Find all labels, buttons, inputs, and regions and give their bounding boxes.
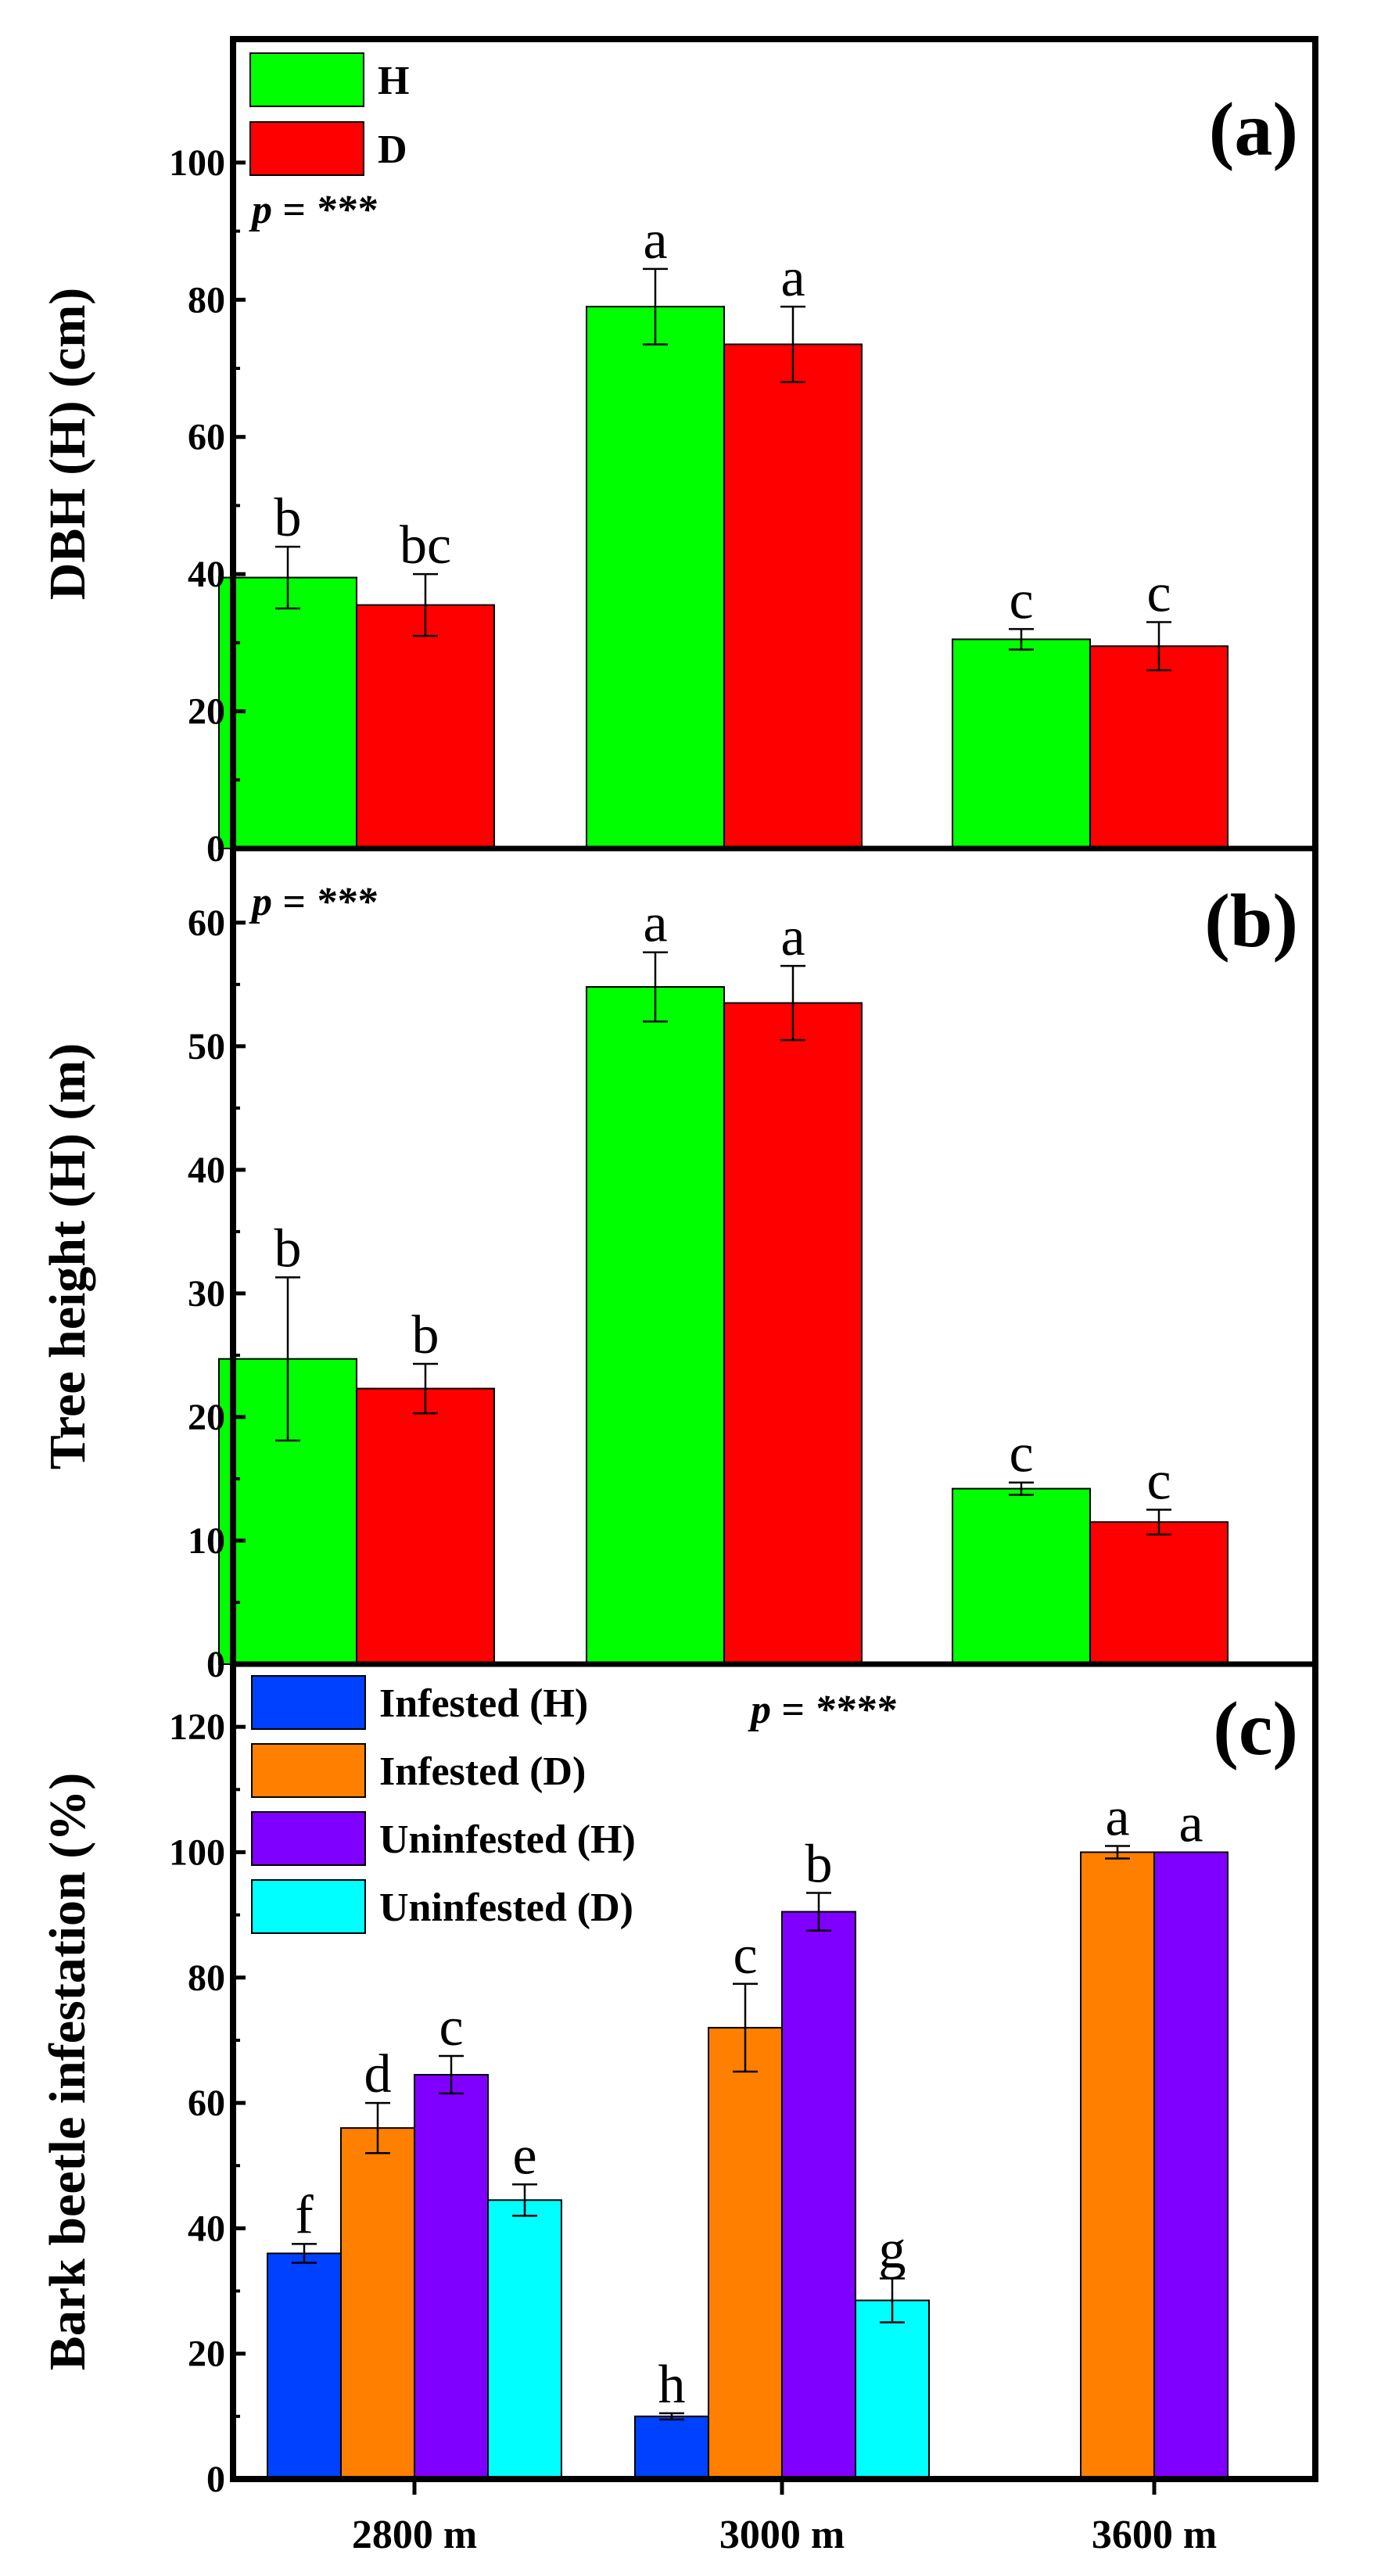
bar-d-0 [356, 604, 495, 849]
y-axis-label: Tree height (H) (m) [39, 1043, 96, 1470]
bar-infested-d-2 [1080, 1851, 1155, 2480]
plot-frame [230, 36, 1318, 2482]
y-tick-label: 40 [188, 2208, 225, 2249]
y-tick-label: 40 [188, 1150, 225, 1191]
bar-infested-h-0 [267, 2252, 342, 2480]
p-value-annotation: p = *** [249, 880, 378, 924]
y-tick-label: 10 [188, 1520, 225, 1562]
legend-label: Uninfested (D) [379, 1885, 633, 1930]
significance-letter: c [1009, 1424, 1033, 1484]
significance-letter: g [879, 2220, 906, 2280]
significance-letter: a [1178, 1793, 1203, 1853]
y-axis-label: DBH (H) (cm) [39, 288, 96, 601]
p-value-annotation: p = **** [748, 1688, 897, 1732]
bar-h-2 [952, 638, 1091, 849]
y-tick-label: 60 [188, 902, 225, 944]
panel-a: b a c bc a c 0 20 40 60 80 100 DBH (H) (cm) p = *** (a… [39, 52, 1298, 870]
panel-label: (b) [1204, 879, 1298, 963]
bar-uninfested-h-2 [1153, 1851, 1229, 2480]
y-tick-label: 30 [188, 1273, 225, 1315]
bar-d-2 [1089, 645, 1229, 849]
legend-swatch [249, 121, 364, 176]
panel-b: b a c b a c 0 10 20 30 40 50 60 Tree height (H) (m) p … [39, 879, 1298, 1685]
y-tick-label: 0 [206, 2459, 225, 2500]
p-value-annotation: p = *** [249, 188, 378, 232]
bar-h-1 [586, 306, 725, 849]
significance-letter: a [643, 894, 667, 954]
y-tick-label: 20 [188, 691, 225, 733]
y-tick-label: 80 [188, 1957, 225, 1999]
significance-letter: c [733, 1925, 757, 1986]
y-tick-label: 100 [169, 142, 225, 184]
panel-label: (a) [1209, 88, 1298, 172]
significance-letter: a [780, 907, 805, 967]
x-tick-label: 2800 m [352, 2513, 477, 2557]
bar-d-0 [356, 1387, 495, 1665]
significance-letter: b [274, 1218, 302, 1279]
y-tick-label: 120 [169, 1706, 225, 1748]
significance-letter: c [1009, 570, 1033, 630]
legend-swatch [251, 1811, 366, 1866]
significance-letter: h [658, 2355, 686, 2415]
significance-letter: c [1146, 564, 1171, 624]
bar-d-1 [723, 343, 863, 849]
significance-letter: c [1146, 1451, 1171, 1511]
x-tick-label: 3000 m [719, 2513, 845, 2557]
legend-label: Infested (H) [379, 1681, 588, 1726]
significance-letter: e [512, 2126, 536, 2186]
bar-infested-d-0 [340, 2127, 415, 2480]
legend-swatch [251, 1879, 366, 1934]
bar-d-1 [723, 1002, 863, 1665]
bar-h-2 [952, 1487, 1091, 1665]
y-tick-label: 60 [188, 417, 225, 458]
y-tick-label: 50 [188, 1026, 225, 1067]
y-tick-label: 100 [169, 1832, 225, 1873]
bar-uninfested-h-1 [781, 1910, 856, 2480]
significance-letter: a [780, 248, 805, 308]
significance-letter: c [439, 1997, 463, 2058]
significance-letter: b [805, 1835, 833, 1895]
legend-swatch [251, 1675, 366, 1730]
legend-label: Infested (D) [379, 1749, 586, 1794]
significance-letter: d [364, 2044, 392, 2104]
legend-label: D [378, 127, 407, 172]
legend-label: Uninfested (H) [379, 1817, 636, 1862]
significance-letter: b [274, 488, 302, 548]
significance-letter: b [412, 1305, 439, 1365]
legend-label: H [378, 59, 409, 103]
significance-letter: a [643, 210, 667, 271]
bar-d-2 [1089, 1521, 1229, 1665]
y-axis-label: Bark beetle infestation (%) [39, 1773, 96, 2370]
y-tick-label: 20 [188, 2334, 225, 2375]
y-tick-label: 0 [206, 1644, 225, 1685]
y-tick-label: 20 [188, 1397, 225, 1438]
y-tick-label: 40 [188, 554, 225, 595]
significance-letter: a [1105, 1787, 1129, 1847]
legend-swatch [251, 1743, 366, 1798]
bar-uninfested-h-0 [414, 2074, 489, 2481]
bar-infested-h-1 [634, 2415, 709, 2481]
legend-swatch [249, 52, 364, 107]
bar-uninfested-d-0 [487, 2199, 562, 2481]
bar-infested-d-1 [708, 2026, 783, 2480]
y-tick-label: 60 [188, 2083, 225, 2124]
panel-label: (c) [1213, 1687, 1298, 1771]
bar-h-1 [586, 985, 725, 1665]
significance-letter: bc [400, 515, 451, 576]
bar-uninfested-d-1 [855, 2299, 930, 2480]
x-tick-label: 3600 m [1092, 2513, 1217, 2557]
y-tick-label: 0 [206, 828, 225, 870]
y-tick-label: 80 [188, 279, 225, 321]
significance-letter: f [295, 2185, 314, 2245]
